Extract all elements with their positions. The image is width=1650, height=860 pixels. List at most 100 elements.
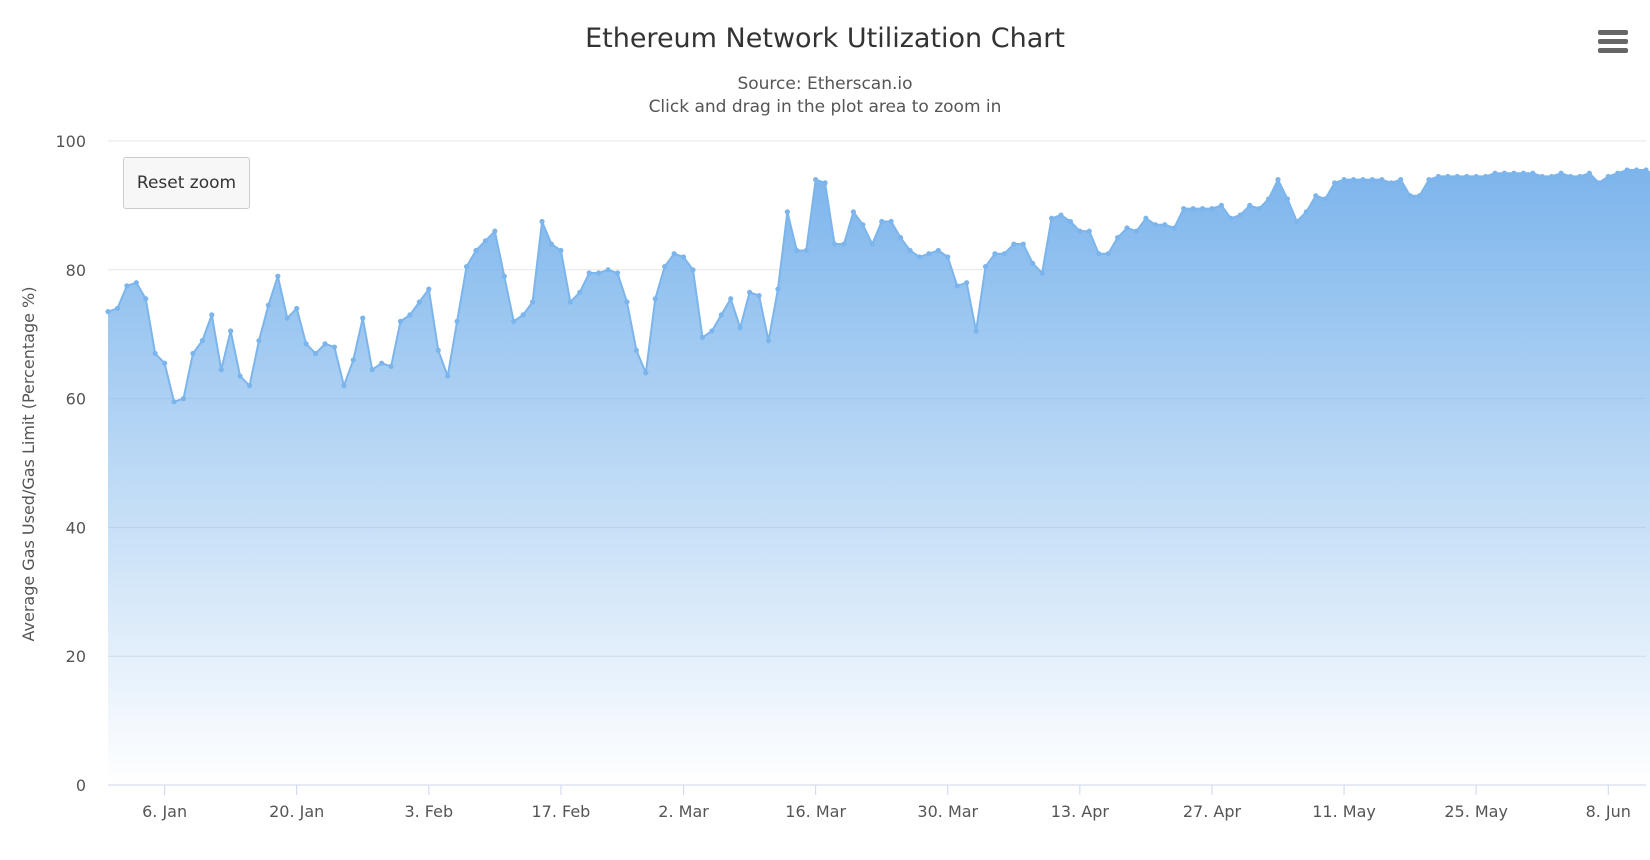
data-point bbox=[869, 241, 875, 247]
data-point bbox=[1549, 173, 1555, 180]
data-point bbox=[907, 247, 913, 254]
x-tick-label: 13. Apr bbox=[1051, 802, 1110, 821]
data-point bbox=[567, 299, 573, 305]
data-point bbox=[190, 350, 196, 357]
data-point bbox=[341, 383, 347, 389]
data-point bbox=[1473, 173, 1479, 180]
data-point bbox=[1209, 206, 1215, 212]
data-point bbox=[294, 305, 300, 312]
data-point bbox=[162, 360, 168, 366]
data-point bbox=[1445, 173, 1451, 180]
data-point bbox=[841, 241, 847, 247]
data-point bbox=[945, 254, 951, 260]
data-point bbox=[105, 309, 111, 315]
data-point bbox=[445, 373, 451, 379]
data-point bbox=[860, 222, 866, 228]
data-point bbox=[614, 270, 621, 276]
data-point bbox=[548, 241, 555, 247]
data-point bbox=[822, 180, 828, 186]
data-point bbox=[1633, 167, 1640, 173]
reset-zoom-button[interactable]: Reset zoom bbox=[123, 157, 250, 209]
data-point bbox=[982, 263, 989, 270]
y-tick-label: 40 bbox=[66, 518, 86, 537]
data-point bbox=[1341, 177, 1347, 183]
chart-title: Ethereum Network Utilization Chart bbox=[585, 23, 1065, 54]
data-point bbox=[879, 218, 885, 225]
data-point bbox=[199, 338, 205, 344]
data-point bbox=[1030, 260, 1036, 266]
data-point bbox=[416, 299, 422, 305]
data-point bbox=[1048, 215, 1055, 221]
data-point bbox=[605, 267, 611, 273]
data-point bbox=[1624, 167, 1630, 173]
data-point bbox=[350, 357, 356, 363]
data-point bbox=[992, 251, 998, 257]
data-point bbox=[1284, 196, 1291, 202]
menu-bar bbox=[1598, 30, 1628, 35]
data-point bbox=[1096, 251, 1102, 257]
data-point bbox=[916, 254, 923, 260]
data-point bbox=[1416, 193, 1423, 199]
data-point bbox=[322, 341, 328, 347]
data-point bbox=[888, 218, 894, 225]
data-point bbox=[728, 296, 734, 302]
data-point bbox=[1586, 170, 1592, 176]
y-tick-label: 100 bbox=[55, 132, 86, 151]
data-point bbox=[228, 328, 234, 334]
data-point bbox=[501, 273, 507, 279]
data-point bbox=[1605, 173, 1611, 180]
x-tick-label: 8. Jun bbox=[1586, 802, 1631, 821]
data-point bbox=[312, 350, 319, 357]
data-point bbox=[784, 209, 790, 215]
data-point bbox=[482, 238, 489, 244]
menu-bar bbox=[1598, 39, 1628, 44]
data-point bbox=[520, 312, 526, 318]
data-point bbox=[114, 305, 121, 312]
data-point bbox=[775, 286, 781, 292]
data-point bbox=[426, 286, 432, 292]
data-point bbox=[1190, 206, 1196, 212]
data-point bbox=[709, 328, 715, 334]
hamburger-menu-icon[interactable] bbox=[1598, 30, 1628, 56]
data-point bbox=[747, 289, 753, 295]
chart-subtitle-zoom-hint: Click and drag in the plot area to zoom … bbox=[649, 97, 1002, 117]
data-point bbox=[1256, 206, 1262, 212]
data-point bbox=[1181, 206, 1187, 212]
data-point bbox=[1077, 228, 1083, 234]
data-point bbox=[1067, 218, 1074, 225]
x-tick-label: 2. Mar bbox=[658, 802, 709, 821]
data-point bbox=[331, 344, 338, 350]
data-point bbox=[152, 350, 158, 357]
data-point bbox=[756, 292, 762, 299]
data-point bbox=[624, 299, 630, 305]
data-point bbox=[454, 318, 460, 324]
data-point bbox=[1001, 251, 1007, 257]
y-tick-label: 20 bbox=[66, 647, 86, 666]
data-point bbox=[369, 367, 375, 373]
data-point bbox=[1199, 206, 1206, 212]
data-point bbox=[558, 247, 564, 254]
series-layer[interactable] bbox=[105, 167, 1650, 785]
data-point bbox=[680, 254, 687, 260]
data-point bbox=[1643, 167, 1649, 173]
data-point bbox=[737, 325, 743, 331]
data-point bbox=[237, 373, 243, 379]
data-point bbox=[1520, 170, 1526, 176]
data-point bbox=[1596, 180, 1602, 186]
data-point bbox=[143, 296, 149, 302]
data-point bbox=[530, 299, 536, 305]
data-point bbox=[209, 312, 215, 318]
area-fill bbox=[108, 169, 1650, 785]
data-point bbox=[133, 280, 139, 286]
data-point bbox=[1171, 225, 1177, 231]
data-point bbox=[1426, 177, 1432, 183]
x-tick-label: 16. Mar bbox=[785, 802, 846, 821]
data-point bbox=[1398, 177, 1404, 183]
data-point bbox=[246, 383, 253, 389]
data-point bbox=[794, 247, 800, 254]
data-point bbox=[1454, 173, 1460, 180]
data-point bbox=[1011, 241, 1017, 247]
data-point bbox=[699, 334, 706, 341]
